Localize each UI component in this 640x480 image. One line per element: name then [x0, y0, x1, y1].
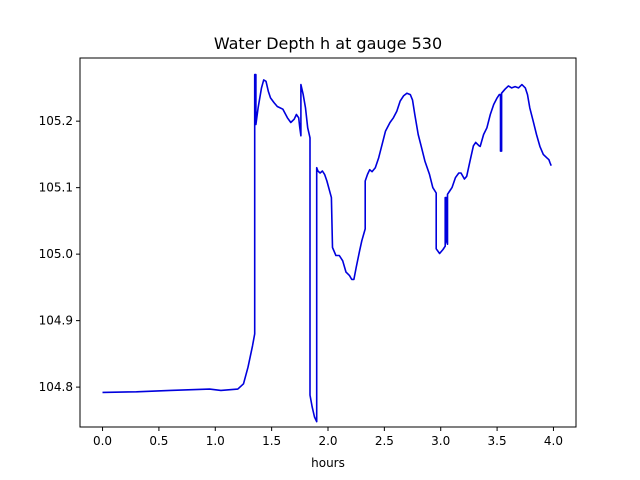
x-tick-label: 4.0	[544, 434, 563, 448]
y-tick-label: 105.0	[39, 247, 73, 261]
x-tick-label: 3.0	[431, 434, 450, 448]
x-axis-label: hours	[311, 456, 345, 470]
y-tick-label: 105.2	[39, 114, 73, 128]
x-tick-label: 2.5	[375, 434, 394, 448]
x-tick-label: 2.0	[318, 434, 337, 448]
x-axis-ticks: 0.0 0.5 1.0 1.5 2.0 2.5 3.0 3.5 4.0	[93, 427, 563, 448]
y-axis-ticks: 104.8 104.9 105.0 105.1 105.2	[39, 114, 80, 394]
y-tick-label: 104.9	[39, 314, 73, 328]
x-tick-label: 1.5	[262, 434, 281, 448]
x-tick-label: 0.0	[93, 434, 112, 448]
plot-area-frame	[79, 57, 577, 428]
y-tick-label: 104.8	[39, 380, 73, 394]
x-tick-label: 3.5	[488, 434, 507, 448]
y-tick-label: 105.1	[39, 181, 73, 195]
chart-title: Water Depth h at gauge 530	[214, 34, 442, 53]
x-tick-label: 1.0	[206, 434, 225, 448]
x-tick-label: 0.5	[149, 434, 168, 448]
water-depth-line	[102, 73, 552, 423]
